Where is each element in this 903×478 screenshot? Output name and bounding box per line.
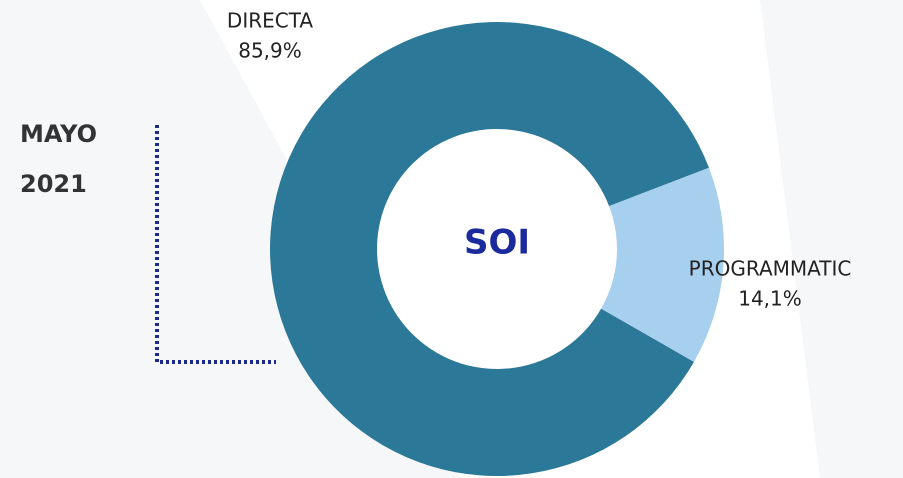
slice-label: DIRECTA (227, 9, 313, 33)
annotation-line: 2021 (20, 170, 87, 198)
slice-label: PROGRAMMATIC (689, 257, 852, 281)
value-label: 14,1% (738, 287, 802, 311)
center-text: SOI (464, 223, 530, 263)
slice (270, 22, 709, 476)
slice (601, 167, 724, 362)
donut (270, 22, 724, 476)
value-label: 85,9% (238, 39, 302, 63)
annotation-line: MAYO (20, 120, 97, 148)
bracket-line (155, 125, 276, 364)
background-shape (760, 0, 903, 478)
